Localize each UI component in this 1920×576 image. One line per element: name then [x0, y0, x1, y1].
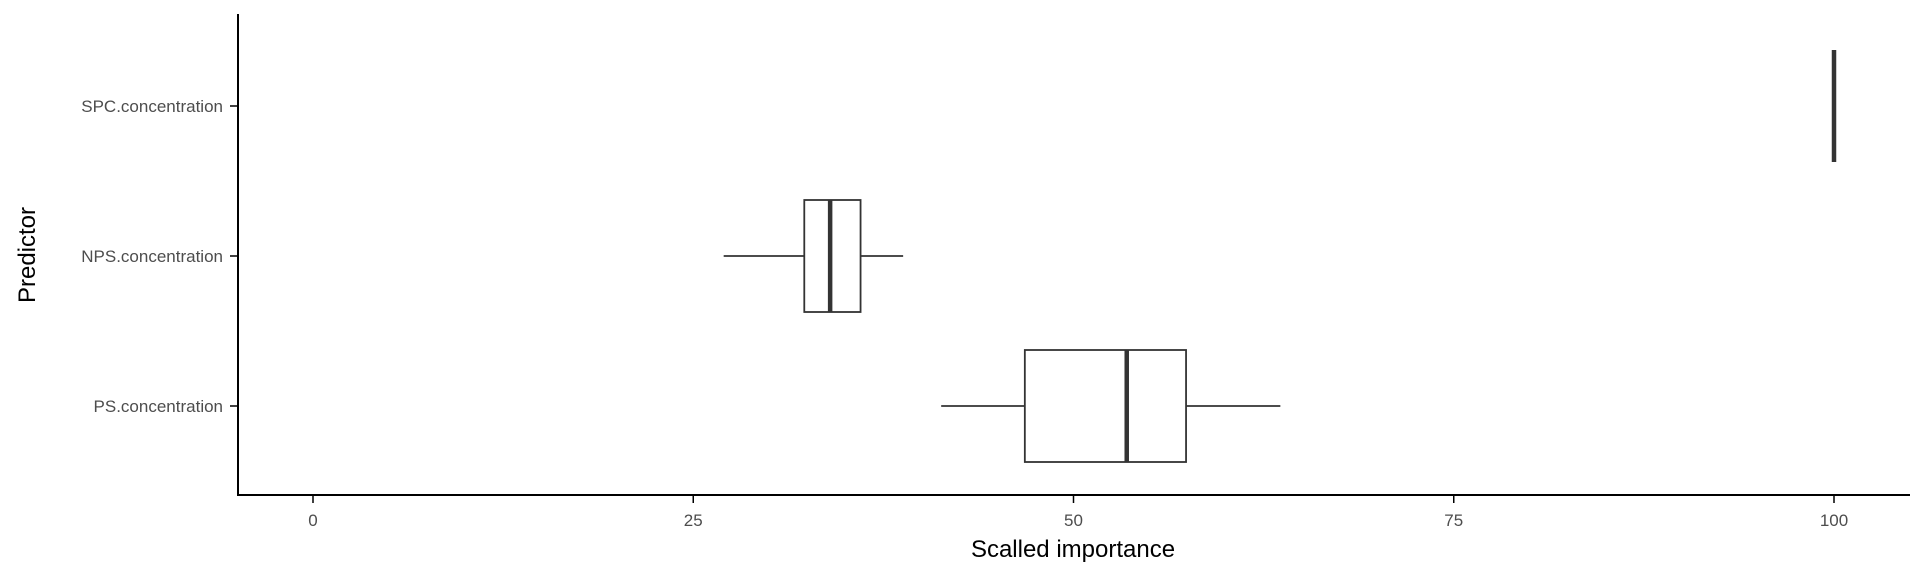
x-tick-label: 25 [684, 511, 703, 530]
y-tick-label: NPS.concentration [81, 247, 223, 266]
y-tick-label: PS.concentration [94, 397, 223, 416]
x-tick-label: 75 [1444, 511, 1463, 530]
x-tick-label: 100 [1820, 511, 1848, 530]
x-tick-label: 0 [308, 511, 317, 530]
box [803, 199, 862, 313]
box-group [723, 199, 904, 313]
plot-area [723, 50, 1837, 463]
y-tick-label: SPC.concentration [81, 97, 223, 116]
y-axis-title: Predictor [14, 207, 41, 303]
x-axis: 0 25 50 75 100 [237, 494, 1910, 530]
x-axis-title: Scalled importance [971, 536, 1175, 563]
box [1023, 349, 1187, 463]
y-axis: SPC.concentration NPS.concentration PS.con… [81, 14, 239, 496]
x-tick-label: 50 [1064, 511, 1083, 530]
box-group [941, 349, 1281, 463]
